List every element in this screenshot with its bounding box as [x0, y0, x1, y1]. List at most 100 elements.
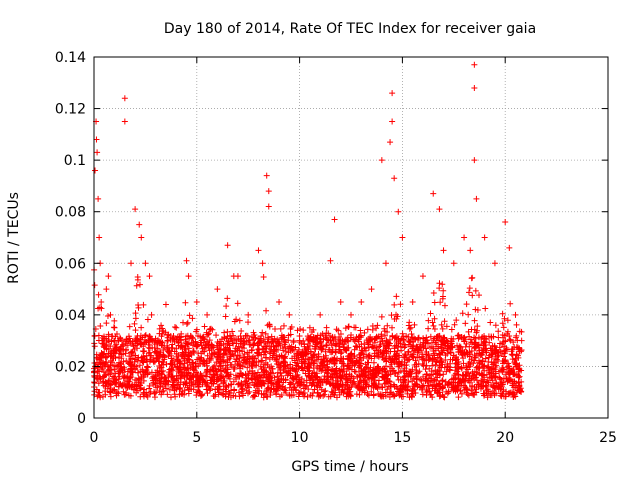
data-point [335, 377, 342, 384]
data-point [398, 393, 405, 400]
data-point [121, 95, 128, 102]
data-point [136, 221, 143, 228]
data-point [328, 358, 335, 365]
data-point [186, 375, 193, 382]
data-point [504, 317, 511, 324]
data-point [202, 372, 209, 379]
data-point [453, 317, 460, 324]
data-point [256, 387, 263, 394]
data-point [466, 289, 473, 296]
data-point [187, 373, 194, 379]
data-point [306, 379, 313, 386]
data-point [164, 337, 171, 344]
data-point [466, 333, 473, 340]
data-point [146, 382, 153, 389]
data-point [269, 380, 275, 387]
data-point [193, 341, 200, 348]
data-point [221, 329, 228, 336]
data-point [463, 364, 470, 371]
data-point [294, 327, 301, 334]
data-point [297, 388, 304, 395]
data-point [203, 367, 210, 374]
data-point [236, 393, 243, 400]
data-point [97, 360, 104, 367]
data-point [448, 335, 455, 342]
data-point [365, 383, 372, 390]
data-point [294, 350, 301, 357]
data-point [252, 376, 259, 383]
data-point [430, 348, 437, 355]
data-point [309, 380, 316, 387]
data-point [425, 317, 432, 324]
data-point [159, 384, 166, 391]
data-point [107, 393, 114, 400]
x-tick-label: 5 [192, 430, 201, 446]
data-point [427, 391, 434, 398]
data-point [152, 358, 159, 365]
data-point [150, 381, 157, 388]
data-point [225, 347, 232, 354]
data-point [368, 375, 375, 382]
data-point [387, 139, 394, 146]
data-point [201, 323, 208, 330]
data-point [156, 330, 163, 337]
data-point [452, 364, 459, 371]
data-point [465, 360, 472, 367]
data-point [491, 260, 498, 267]
data-point [356, 351, 363, 358]
data-point [147, 336, 154, 343]
data-point [485, 358, 492, 365]
data-point [397, 388, 404, 395]
data-point [203, 342, 210, 349]
data-point [192, 377, 199, 384]
data-point [455, 332, 462, 339]
data-point [276, 340, 283, 347]
data-point [290, 391, 297, 398]
data-point [325, 376, 332, 383]
data-point [391, 392, 398, 399]
data-point [231, 386, 238, 393]
data-point [352, 368, 359, 375]
data-point [466, 285, 473, 292]
data-point [271, 374, 278, 381]
data-point [440, 347, 447, 354]
data-point [356, 363, 363, 370]
data-point [118, 364, 125, 371]
data-point [299, 364, 306, 371]
data-point [515, 354, 522, 361]
data-point [415, 336, 422, 343]
data-point [234, 273, 241, 280]
data-point [373, 325, 380, 332]
data-point [183, 320, 190, 327]
data-point [315, 353, 322, 360]
data-point [262, 367, 269, 374]
data-point [120, 341, 127, 348]
data-point [461, 350, 468, 357]
data-point [369, 323, 376, 330]
data-point [372, 367, 379, 374]
data-point [411, 347, 418, 354]
data-point [448, 344, 455, 351]
data-point [462, 376, 469, 383]
data-point [98, 305, 105, 312]
data-point [250, 336, 257, 343]
data-point [222, 386, 229, 393]
data-point [208, 343, 215, 350]
data-point [345, 323, 352, 330]
data-point [407, 374, 414, 381]
data-point [440, 247, 447, 254]
data-point [100, 351, 107, 358]
data-point [306, 342, 313, 349]
data-point [419, 273, 426, 280]
data-point [187, 361, 194, 368]
data-point [455, 363, 462, 370]
data-point [496, 374, 503, 381]
data-point [94, 364, 101, 371]
data-point [237, 340, 244, 347]
data-point [394, 313, 401, 320]
data-point [419, 342, 426, 349]
data-point [94, 149, 101, 156]
data-point [436, 285, 443, 292]
data-point [298, 340, 305, 347]
data-point [382, 260, 389, 267]
